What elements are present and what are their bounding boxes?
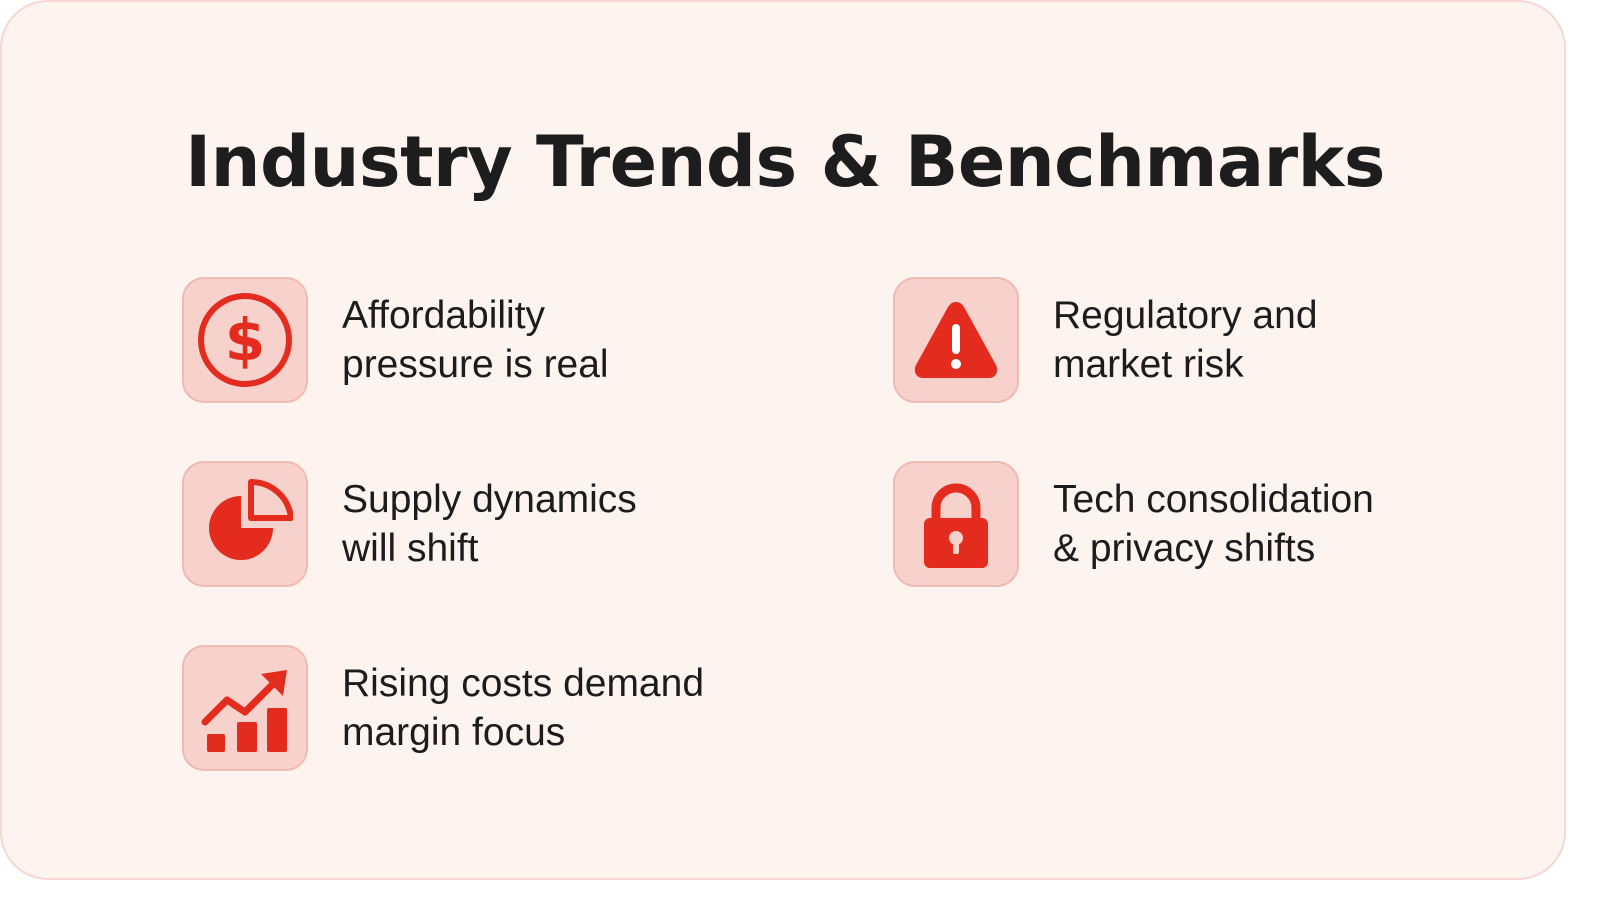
trend-item-supply: Supply dynamics will shift bbox=[182, 461, 802, 591]
growth-chart-icon bbox=[201, 670, 287, 752]
icon-tile: $ bbox=[182, 277, 308, 403]
trend-label: Tech consolidation & privacy shifts bbox=[1053, 475, 1513, 573]
icon-tile bbox=[182, 461, 308, 587]
trend-label-line1: Rising costs demand bbox=[342, 662, 705, 705]
svg-text:$: $ bbox=[225, 306, 265, 374]
icon-tile bbox=[893, 461, 1019, 587]
icon-tile bbox=[893, 277, 1019, 403]
trend-label-line2: & privacy shifts bbox=[1053, 527, 1316, 570]
dollar-circle-icon: $ bbox=[198, 293, 292, 387]
trend-label-line2: market risk bbox=[1053, 343, 1244, 386]
pie-chart-icon bbox=[209, 478, 293, 560]
trend-label-line1: Supply dynamics bbox=[342, 478, 637, 521]
trend-label-line1: Regulatory and bbox=[1053, 294, 1318, 337]
page-title: Industry Trends & Benchmarks bbox=[185, 121, 1385, 203]
warning-triangle-icon bbox=[914, 302, 998, 378]
trend-label-line2: will shift bbox=[342, 527, 479, 570]
padlock-icon bbox=[924, 483, 988, 568]
trend-label-line2: pressure is real bbox=[342, 343, 609, 386]
trend-item-affordability: $ Affordability pressure is real bbox=[182, 277, 802, 407]
trend-label-line2: margin focus bbox=[342, 711, 566, 754]
slide-card: Industry Trends & Benchmarks $ Affordabi… bbox=[0, 0, 1566, 880]
icon-tile bbox=[182, 645, 308, 771]
trend-label: Regulatory and market risk bbox=[1053, 291, 1513, 389]
trend-item-rising-costs: Rising costs demand margin focus bbox=[182, 645, 802, 775]
trend-item-regulatory: Regulatory and market risk bbox=[893, 277, 1513, 407]
trend-label-line1: Affordability bbox=[342, 294, 546, 337]
trend-label-line1: Tech consolidation bbox=[1053, 478, 1374, 521]
trend-label: Rising costs demand margin focus bbox=[342, 659, 802, 757]
trend-label: Supply dynamics will shift bbox=[342, 475, 802, 573]
trend-item-tech: Tech consolidation & privacy shifts bbox=[893, 461, 1513, 591]
trend-label: Affordability pressure is real bbox=[342, 291, 802, 389]
